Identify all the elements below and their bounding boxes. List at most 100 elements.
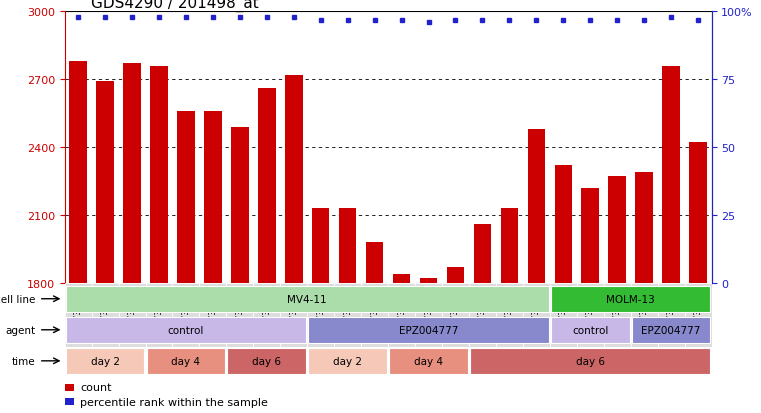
FancyBboxPatch shape: [470, 348, 711, 374]
Text: GSM739166: GSM739166: [640, 286, 648, 337]
FancyBboxPatch shape: [551, 317, 629, 343]
Bar: [631, 283, 658, 347]
Text: count: count: [80, 382, 112, 392]
Text: GSM739157: GSM739157: [154, 286, 164, 337]
Bar: [258, 89, 275, 283]
FancyBboxPatch shape: [65, 348, 145, 374]
Bar: [442, 283, 469, 347]
Bar: [388, 283, 415, 347]
FancyBboxPatch shape: [632, 317, 711, 343]
FancyBboxPatch shape: [65, 317, 306, 343]
FancyBboxPatch shape: [389, 348, 468, 374]
Text: EPZ004777: EPZ004777: [399, 325, 458, 335]
Text: EPZ004777: EPZ004777: [642, 325, 701, 335]
Bar: [199, 283, 227, 347]
Bar: [473, 224, 491, 283]
Text: day 2: day 2: [333, 356, 362, 366]
Text: GSM739170: GSM739170: [586, 286, 595, 337]
Bar: [97, 82, 114, 283]
Text: agent: agent: [5, 325, 36, 335]
Text: MOLM-13: MOLM-13: [607, 294, 655, 304]
Text: GSM739165: GSM739165: [289, 286, 298, 337]
Text: GSM739167: GSM739167: [667, 286, 676, 337]
Bar: [65, 384, 75, 391]
Bar: [253, 283, 280, 347]
Bar: [361, 283, 388, 347]
Bar: [662, 66, 680, 283]
FancyBboxPatch shape: [308, 317, 549, 343]
Text: GSM739171: GSM739171: [613, 286, 622, 337]
Text: GSM739161: GSM739161: [505, 286, 514, 337]
Text: percentile rank within the sample: percentile rank within the sample: [80, 396, 268, 407]
Bar: [280, 283, 307, 347]
Bar: [603, 283, 631, 347]
Bar: [393, 274, 410, 283]
Bar: [581, 188, 599, 283]
Bar: [550, 283, 577, 347]
Text: GSM739168: GSM739168: [693, 286, 702, 337]
Bar: [91, 283, 119, 347]
Bar: [469, 283, 496, 347]
Bar: [173, 283, 199, 347]
Bar: [227, 283, 253, 347]
Bar: [204, 112, 221, 283]
Bar: [685, 283, 712, 347]
Bar: [366, 242, 384, 283]
Bar: [501, 209, 518, 283]
FancyBboxPatch shape: [65, 286, 549, 312]
Text: day 2: day 2: [91, 356, 119, 366]
Text: GSM739169: GSM739169: [559, 286, 568, 337]
Bar: [177, 112, 195, 283]
Bar: [119, 283, 145, 347]
Bar: [577, 283, 603, 347]
Text: GSM739159: GSM739159: [209, 286, 218, 337]
Text: GSM739156: GSM739156: [451, 286, 460, 337]
Text: GSM739163: GSM739163: [235, 286, 244, 337]
Text: control: control: [572, 325, 609, 335]
Text: GSM739154: GSM739154: [397, 286, 406, 337]
Bar: [339, 209, 356, 283]
Text: GSM739155: GSM739155: [424, 286, 433, 337]
Text: day 6: day 6: [253, 356, 282, 366]
Text: control: control: [167, 325, 204, 335]
FancyBboxPatch shape: [308, 348, 387, 374]
Bar: [635, 173, 653, 283]
Bar: [65, 398, 75, 405]
Bar: [69, 62, 87, 283]
Bar: [420, 278, 438, 283]
Text: GSM739153: GSM739153: [128, 286, 136, 337]
Text: GSM739151: GSM739151: [74, 286, 83, 337]
Text: GSM739149: GSM739149: [343, 286, 352, 337]
Text: GSM739150: GSM739150: [370, 286, 379, 337]
Bar: [658, 283, 685, 347]
Text: time: time: [12, 356, 36, 366]
Bar: [123, 64, 141, 283]
Bar: [415, 283, 442, 347]
Bar: [555, 166, 572, 283]
Bar: [689, 143, 707, 283]
Text: GSM739160: GSM739160: [478, 286, 487, 337]
Bar: [334, 283, 361, 347]
Text: GSM739164: GSM739164: [263, 286, 272, 337]
Text: GSM739148: GSM739148: [317, 286, 325, 337]
Bar: [312, 209, 330, 283]
Bar: [609, 177, 626, 283]
FancyBboxPatch shape: [228, 348, 306, 374]
Bar: [150, 66, 167, 283]
Text: cell line: cell line: [0, 294, 36, 304]
Bar: [527, 130, 545, 283]
Text: GSM739158: GSM739158: [181, 286, 190, 337]
Bar: [285, 76, 303, 283]
Text: GSM739152: GSM739152: [100, 286, 110, 337]
Bar: [307, 283, 334, 347]
Bar: [496, 283, 523, 347]
Text: MV4-11: MV4-11: [288, 294, 327, 304]
Text: day 4: day 4: [171, 356, 200, 366]
Text: GSM739162: GSM739162: [532, 286, 541, 337]
Text: GDS4290 / 201498_at: GDS4290 / 201498_at: [91, 0, 258, 12]
Bar: [65, 283, 91, 347]
Bar: [523, 283, 550, 347]
FancyBboxPatch shape: [147, 348, 225, 374]
Text: day 4: day 4: [414, 356, 443, 366]
Bar: [145, 283, 173, 347]
